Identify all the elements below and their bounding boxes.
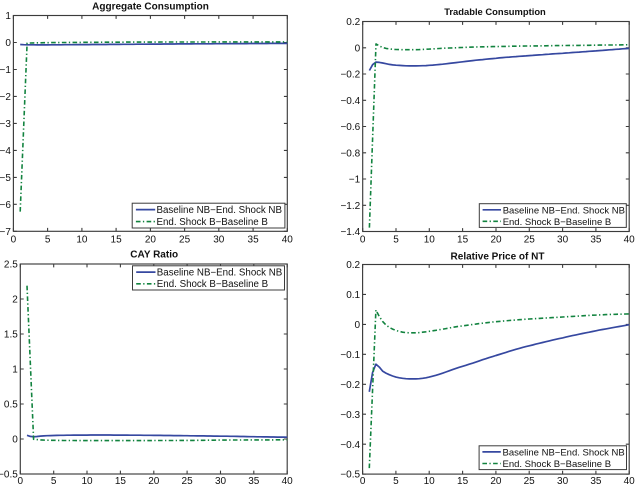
svg-text:20: 20: [490, 235, 502, 246]
svg-text:0: 0: [360, 476, 366, 486]
svg-text:−1: −1: [349, 175, 361, 186]
svg-text:25: 25: [524, 476, 536, 486]
svg-text:−2: −2: [0, 92, 11, 103]
svg-text:35: 35: [590, 235, 602, 246]
svg-text:15: 15: [115, 476, 127, 486]
svg-text:−1.4: −1.4: [340, 227, 360, 238]
svg-text:40: 40: [624, 476, 635, 486]
svg-text:0.2: 0.2: [346, 17, 360, 28]
svg-text:1: 1: [5, 11, 11, 22]
svg-text:−6: −6: [0, 200, 11, 211]
svg-text:2.5: 2.5: [4, 260, 18, 271]
svg-text:−1: −1: [0, 65, 11, 76]
svg-text:Baseline NB−End. Shock NB: Baseline NB−End. Shock NB: [157, 205, 282, 216]
svg-text:−0.2: −0.2: [340, 380, 360, 391]
svg-text:−1.2: −1.2: [340, 201, 360, 212]
svg-text:Baseline NB−End. Shock NB: Baseline NB−End. Shock NB: [157, 268, 282, 279]
svg-text:5: 5: [51, 476, 57, 486]
svg-text:40: 40: [282, 234, 294, 245]
svg-text:−7: −7: [0, 227, 11, 238]
svg-text:25: 25: [179, 234, 191, 245]
svg-text:Aggregate Consumption: Aggregate Consumption: [92, 2, 209, 13]
svg-text:20: 20: [148, 476, 160, 486]
svg-text:0: 0: [355, 43, 361, 54]
svg-text:40: 40: [282, 476, 294, 486]
svg-text:−0.1: −0.1: [340, 350, 360, 361]
svg-text:−0.5: −0.5: [340, 470, 360, 481]
svg-text:CAY Ratio: CAY Ratio: [130, 250, 178, 261]
svg-text:0.5: 0.5: [4, 400, 18, 411]
svg-text:25: 25: [524, 235, 536, 246]
svg-text:30: 30: [213, 234, 225, 245]
svg-text:25: 25: [182, 476, 194, 486]
svg-text:0.1: 0.1: [346, 290, 360, 301]
svg-text:0: 0: [12, 435, 18, 446]
svg-text:End. Shock B−Baseline B: End. Shock B−Baseline B: [503, 217, 612, 228]
svg-text:10: 10: [81, 476, 93, 486]
svg-text:15: 15: [111, 234, 123, 245]
svg-text:−0.5: −0.5: [0, 470, 18, 481]
svg-text:2: 2: [12, 295, 18, 306]
svg-text:0: 0: [355, 320, 361, 331]
svg-text:Baseline NB−End. Shock NB: Baseline NB−End. Shock NB: [503, 447, 625, 458]
svg-text:End. Shock B−Baseline B: End. Shock B−Baseline B: [157, 217, 268, 228]
svg-text:−0.3: −0.3: [340, 410, 360, 421]
svg-text:15: 15: [457, 235, 469, 246]
svg-text:Relative Price of NT: Relative Price of NT: [451, 251, 545, 262]
svg-text:30: 30: [557, 235, 569, 246]
svg-text:End. Shock B−Baseline B: End. Shock B−Baseline B: [157, 279, 268, 290]
svg-text:End. Shock B−Baseline B: End. Shock B−Baseline B: [503, 459, 612, 470]
svg-text:20: 20: [490, 476, 502, 486]
svg-text:Baseline NB−End. Shock NB: Baseline NB−End. Shock NB: [503, 205, 625, 216]
svg-text:−4: −4: [0, 146, 11, 157]
svg-text:1.5: 1.5: [4, 330, 18, 341]
svg-text:Tradable Consumption: Tradable Consumption: [444, 6, 546, 17]
svg-text:5: 5: [45, 234, 51, 245]
svg-text:10: 10: [76, 234, 88, 245]
svg-text:0: 0: [18, 476, 24, 486]
svg-text:−0.4: −0.4: [340, 440, 360, 451]
svg-text:0: 0: [11, 234, 17, 245]
svg-text:35: 35: [248, 476, 260, 486]
svg-text:30: 30: [215, 476, 227, 486]
svg-text:0.2: 0.2: [346, 260, 360, 271]
svg-text:35: 35: [590, 476, 602, 486]
svg-text:30: 30: [557, 476, 569, 486]
svg-text:10: 10: [424, 476, 436, 486]
svg-text:−0.6: −0.6: [340, 122, 360, 133]
svg-text:−3: −3: [0, 119, 11, 130]
svg-text:−5: −5: [0, 173, 11, 184]
svg-text:10: 10: [424, 235, 436, 246]
svg-text:20: 20: [145, 234, 157, 245]
svg-text:−0.8: −0.8: [340, 148, 360, 159]
svg-text:0: 0: [5, 38, 11, 49]
svg-text:−0.2: −0.2: [340, 70, 360, 81]
svg-text:40: 40: [624, 235, 635, 246]
svg-text:−0.4: −0.4: [340, 96, 360, 107]
svg-text:35: 35: [248, 234, 260, 245]
svg-text:1: 1: [12, 365, 18, 376]
svg-text:5: 5: [393, 476, 399, 486]
svg-text:15: 15: [457, 476, 469, 486]
svg-text:0: 0: [360, 235, 366, 246]
svg-text:5: 5: [393, 235, 399, 246]
